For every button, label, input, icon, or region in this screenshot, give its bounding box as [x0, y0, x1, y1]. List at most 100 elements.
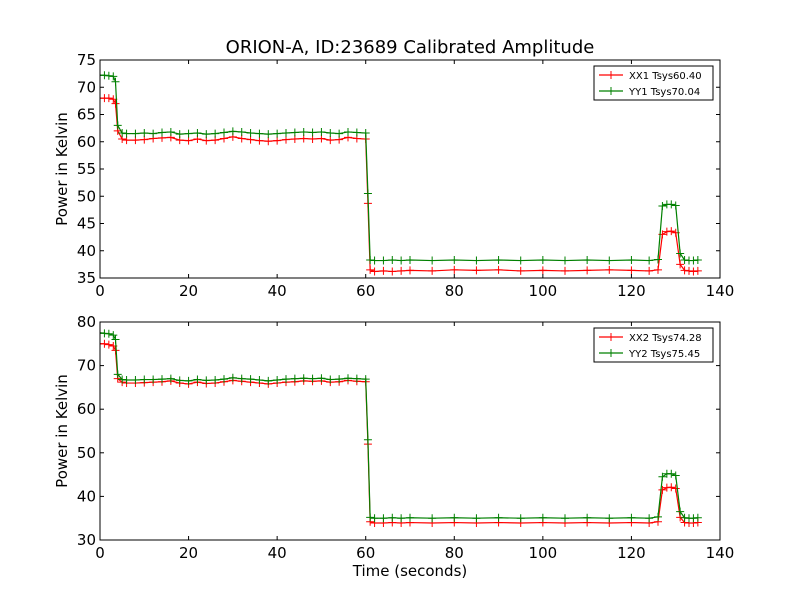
x-tick-label: 80 — [445, 282, 464, 300]
data-point — [583, 266, 592, 275]
data-point — [211, 129, 220, 138]
legend: XX2 Tsys74.28 YY2 Tsys75.45 — [593, 327, 714, 363]
data-point — [326, 375, 335, 384]
data-point — [352, 374, 361, 383]
data-point — [220, 375, 228, 384]
data-point — [693, 266, 702, 275]
data-point — [335, 129, 344, 138]
data-point — [118, 129, 127, 138]
data-point — [538, 266, 547, 275]
data-point — [428, 266, 437, 275]
x-tick-label: 40 — [268, 544, 287, 562]
data-point — [680, 266, 689, 275]
data-point — [605, 256, 614, 265]
axes-frame — [99, 321, 721, 541]
data-point — [228, 127, 237, 136]
data-point — [379, 256, 388, 265]
data-point — [317, 374, 326, 383]
data-point — [113, 370, 122, 379]
y-tick-label: 35 — [77, 269, 96, 287]
data-point — [299, 127, 308, 136]
data-point — [255, 375, 264, 384]
legend-box — [593, 327, 714, 363]
data-point — [326, 129, 335, 138]
x-tick-label: 120 — [617, 282, 646, 300]
data-point — [516, 256, 525, 265]
y-tick-label: 60 — [77, 133, 96, 151]
data-point — [645, 514, 654, 523]
series-line — [100, 343, 698, 524]
data-point — [202, 376, 211, 385]
data-point — [583, 513, 592, 522]
data-point — [100, 339, 109, 348]
data-point — [450, 265, 459, 274]
series-2 — [100, 328, 702, 523]
x-tick-label: 140 — [706, 544, 735, 562]
data-point — [388, 256, 397, 265]
data-point — [282, 129, 290, 138]
data-point — [264, 130, 273, 139]
data-point — [158, 128, 166, 137]
data-point — [246, 129, 255, 138]
data-point — [193, 375, 202, 384]
data-point — [605, 514, 614, 523]
data-point — [100, 71, 109, 80]
legend-label: XX1 Tsys60.40 — [629, 71, 702, 82]
data-point — [676, 249, 685, 258]
data-point — [308, 374, 317, 383]
data-point — [122, 129, 131, 138]
data-point — [627, 256, 636, 265]
data-point — [228, 373, 237, 382]
data-point — [104, 329, 113, 338]
data-point — [166, 127, 175, 136]
data-point — [667, 469, 676, 478]
data-point — [352, 128, 361, 137]
data-point — [406, 266, 414, 275]
data-point — [658, 202, 667, 211]
data-point — [131, 129, 140, 138]
x-tick-label: 40 — [268, 282, 287, 300]
data-point — [676, 507, 685, 516]
data-point — [671, 471, 680, 480]
data-point — [379, 266, 388, 275]
data-point — [237, 127, 246, 136]
y-tick-label: 40 — [77, 242, 96, 260]
data-point — [662, 227, 671, 236]
data-point — [237, 374, 246, 383]
series-1 — [100, 339, 702, 527]
data-point — [450, 513, 459, 522]
y-tick-label: 30 — [77, 531, 96, 549]
data-point — [140, 129, 149, 138]
x-tick-label: 20 — [179, 282, 198, 300]
data-point — [680, 256, 689, 265]
data-point — [344, 374, 352, 383]
data-point — [193, 129, 202, 138]
data-point — [388, 513, 397, 522]
legend-box — [593, 65, 714, 101]
data-point — [516, 266, 525, 275]
data-point — [317, 127, 326, 136]
data-point — [273, 136, 282, 145]
legend-swatch-marker — [607, 87, 615, 95]
data-point — [308, 128, 317, 137]
data-point — [166, 374, 175, 383]
data-point — [693, 513, 702, 522]
data-point — [428, 514, 437, 523]
data-point — [654, 255, 662, 264]
data-point — [282, 375, 290, 384]
y-tick-label: 70 — [77, 78, 96, 96]
series-1 — [100, 94, 702, 276]
data-point — [104, 71, 113, 80]
data-point — [627, 513, 636, 522]
x-tick-label: 0 — [95, 282, 105, 300]
data-point — [113, 121, 122, 130]
x-tick-label: 60 — [356, 282, 375, 300]
x-tick-label: 0 — [95, 544, 105, 562]
data-point — [361, 129, 370, 138]
data-point — [494, 513, 503, 522]
legend-swatch-marker — [607, 333, 615, 341]
data-point — [109, 331, 118, 340]
x-tick-label: 20 — [179, 544, 198, 562]
data-point — [149, 375, 158, 384]
data-point — [220, 128, 228, 137]
